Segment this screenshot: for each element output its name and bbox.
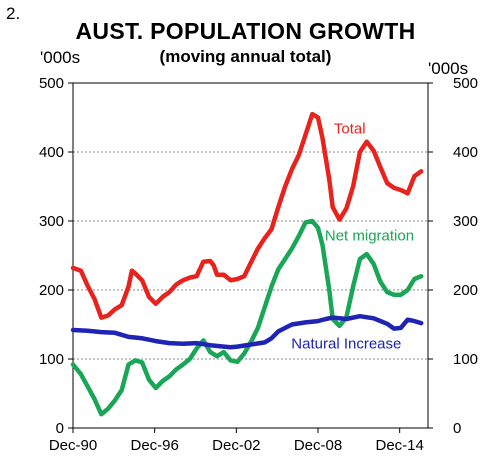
y-tick-label-left: 100	[39, 351, 64, 368]
x-tick-label: Dec-90	[49, 437, 97, 454]
x-tick-label: Dec-08	[294, 437, 342, 454]
x-tick-label: Dec-14	[376, 437, 424, 454]
series-label-total: Total	[334, 120, 366, 137]
y-tick-label-right: 500	[453, 75, 478, 92]
left-axis-unit: '000s	[40, 48, 81, 67]
y-tick-label-right: 200	[453, 282, 478, 299]
y-tick-label-left: 500	[39, 75, 64, 92]
y-tick-label-right: 100	[453, 351, 478, 368]
series-label-net-migration: Net migration	[325, 227, 414, 244]
x-tick-label: Dec-02	[212, 437, 260, 454]
x-tick-label: Dec-96	[130, 437, 178, 454]
right-axis-unit: '000s	[428, 59, 469, 78]
series-line-natural-increase	[70, 313, 424, 350]
series-line-net-migration	[70, 218, 424, 417]
series-label-natural-increase: Natural Increase	[291, 336, 401, 353]
plot-frame	[72, 82, 429, 429]
y-tick-label-left: 300	[39, 213, 64, 230]
y-tick-label-left: 0	[56, 420, 64, 437]
y-tick-label-right: 300	[453, 213, 478, 230]
y-tick-label-left: 400	[39, 144, 64, 161]
chart-title: AUST. POPULATION GROWTH	[75, 18, 416, 44]
y-tick-label-right: 400	[453, 144, 478, 161]
y-tick-label-left: 200	[39, 282, 64, 299]
chart-subtitle: (moving annual total)	[159, 47, 332, 66]
y-tick-label-right: 0	[453, 420, 461, 437]
series-line-total	[70, 111, 424, 320]
figure-number: 2.	[6, 4, 21, 23]
